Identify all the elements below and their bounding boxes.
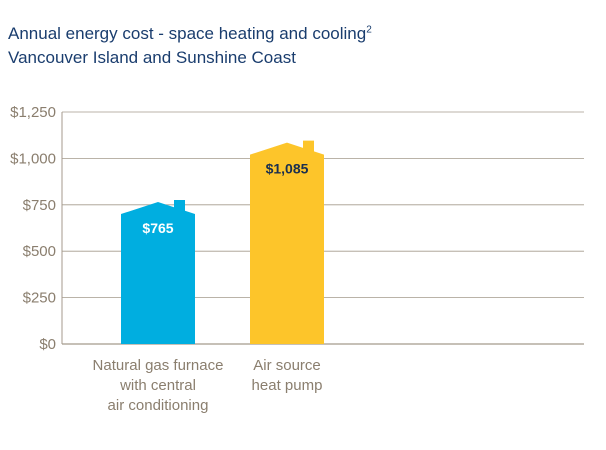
- y-tick-label: $0: [39, 336, 56, 353]
- category-labels: Natural gas furnace with central air condi…: [93, 357, 323, 414]
- chart-subtitle: Vancouver Island and Sunshine Coast: [8, 48, 296, 67]
- data-label: $765: [142, 220, 173, 236]
- chart-title: Annual energy cost - space heating and c…: [8, 24, 372, 43]
- y-axis-tick-labels: $0 $250 $500 $750 $1,000 $1,250: [10, 104, 56, 353]
- y-tick-label: $500: [23, 243, 56, 260]
- value-labels: $765 $1,085: [142, 161, 308, 236]
- y-tick-label: $1,000: [10, 150, 56, 167]
- y-tick-label: $750: [23, 197, 56, 214]
- data-label: $1,085: [266, 161, 309, 177]
- x-category-label: Natural gas furnace with central air condi…: [93, 357, 224, 414]
- bar: [250, 140, 324, 344]
- x-category-label: Air source heat pump: [252, 357, 323, 394]
- y-tick-label: $250: [23, 290, 56, 307]
- y-tick-label: $1,250: [10, 104, 56, 121]
- bar: [121, 200, 195, 344]
- bars: [121, 140, 324, 344]
- title-footnote-marker: 2: [366, 24, 372, 36]
